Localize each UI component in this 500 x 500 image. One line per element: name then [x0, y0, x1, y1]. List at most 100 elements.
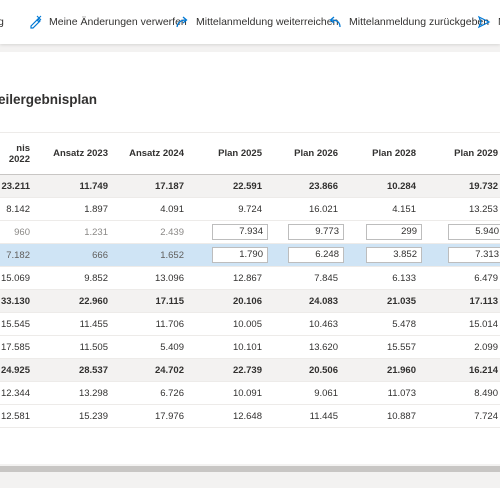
plan-table: nis 2022 Ansatz 2023 Ansatz 2024 Plan 2025 P… — [0, 132, 500, 428]
table-cell: 15.014 — [428, 312, 500, 336]
value-input[interactable]: 1.790 — [212, 247, 268, 263]
table-cell: 12.867 — [196, 266, 274, 290]
column-header[interactable]: Ansatz 2024 — [120, 132, 196, 175]
horizontal-scrollbar[interactable] — [0, 466, 500, 472]
table-cell: 17.187 — [120, 174, 196, 198]
table-cell: 7.934 — [196, 220, 274, 244]
table-cell: 7.182 — [0, 243, 42, 267]
table-cell: 22.739 — [196, 358, 274, 382]
table-cell: 22.591 — [196, 174, 274, 198]
table-cell: 5.940 — [428, 220, 500, 244]
table-cell: 12.344 — [0, 381, 42, 405]
table-cell: 5.478 — [350, 312, 428, 336]
value-input[interactable]: 7.934 — [212, 224, 268, 240]
table-cell: 1.790 — [196, 243, 274, 267]
table-cell: 6.726 — [120, 381, 196, 405]
table-cell: 6.133 — [350, 266, 428, 290]
table-cell: 16.214 — [428, 358, 500, 382]
value-input[interactable]: 5.940 — [448, 224, 500, 240]
discard-changes-button[interactable]: Meine Änderungen verwerfen — [28, 0, 187, 44]
table-cell: 960 — [0, 220, 42, 244]
table-cell: 22.960 — [42, 289, 120, 313]
table-cell: 10.091 — [196, 381, 274, 405]
submit-allocation-label: Mittelanmeldung weiterreichen — [196, 16, 339, 28]
table-row: 7.182 666 1.652 1.790 6.248 3.852 7.313 — [0, 243, 500, 267]
table-cell: 13.620 — [274, 335, 350, 359]
table-row: 15.545 11.455 11.706 10.005 10.463 5.478 15.01… — [0, 312, 500, 336]
table-cell: 7.845 — [274, 266, 350, 290]
table-cell: 4.091 — [120, 197, 196, 221]
table-cell: 6.248 — [274, 243, 350, 267]
save-button[interactable]: g — [0, 0, 4, 44]
table-cell: 10.005 — [196, 312, 274, 336]
table-cell: 10.463 — [274, 312, 350, 336]
column-header[interactable]: Ansatz 2023 — [42, 132, 120, 175]
submit-icon — [176, 16, 188, 28]
table-cell: 17.113 — [428, 289, 500, 313]
table-cell: 10.887 — [350, 404, 428, 428]
table-row: 8.142 1.897 4.091 9.724 16.021 4.151 13.253 — [0, 197, 500, 221]
table-cell: 9.773 — [274, 220, 350, 244]
table-cell: 21.960 — [350, 358, 428, 382]
column-header[interactable]: Plan 2026 — [274, 132, 350, 175]
discard-changes-label: Meine Änderungen verwerfen — [49, 16, 187, 28]
table-cell: 19.732 — [428, 174, 500, 198]
table-cell: 17.585 — [0, 335, 42, 359]
table-cell: 1.897 — [42, 197, 120, 221]
bottom-panel — [0, 488, 500, 500]
table-cell: 20.506 — [274, 358, 350, 382]
column-header[interactable]: Plan 2028 — [350, 132, 428, 175]
table-cell: 666 — [42, 243, 120, 267]
table-cell: 2.099 — [428, 335, 500, 359]
table-row: 33.130 22.960 17.115 20.106 24.083 21.035 17.1… — [0, 289, 500, 313]
discard-icon — [30, 15, 42, 29]
table-body: 23.211 11.749 17.187 22.591 23.866 10.284 19.7… — [0, 174, 500, 428]
table-cell: 10.284 — [350, 174, 428, 198]
table-cell: 24.925 — [0, 358, 42, 382]
table-row: 960 1.231 2.439 7.934 9.773 299 5.940 — [0, 220, 500, 244]
table-cell: 10.101 — [196, 335, 274, 359]
column-header[interactable]: nis 2022 — [0, 132, 42, 175]
table-row: 15.069 9.852 13.096 12.867 7.845 6.133 6.479 — [0, 266, 500, 290]
table-cell: 9.852 — [42, 266, 120, 290]
table-cell: 15.069 — [0, 266, 42, 290]
command-bar: g Meine Änderungen verwerfen Mittelanmel… — [0, 0, 500, 44]
table-cell: 15.239 — [42, 404, 120, 428]
table-cell: 6.479 — [428, 266, 500, 290]
table-cell: 7.724 — [428, 404, 500, 428]
table-cell: 299 — [350, 220, 428, 244]
value-input[interactable]: 299 — [366, 224, 422, 240]
table-cell: 23.211 — [0, 174, 42, 198]
table-cell: 13.096 — [120, 266, 196, 290]
return-icon — [329, 16, 341, 28]
value-input[interactable]: 9.773 — [288, 224, 344, 240]
table-cell: 11.073 — [350, 381, 428, 405]
table-cell: 2.439 — [120, 220, 196, 244]
table-cell: 15.545 — [0, 312, 42, 336]
table-row: 24.925 28.537 24.702 22.739 20.506 21.960 16.2… — [0, 358, 500, 382]
table-cell: 11.706 — [120, 312, 196, 336]
table-cell: 11.455 — [42, 312, 120, 336]
table-row: 12.581 15.239 17.976 12.648 11.445 10.887 7.72… — [0, 404, 500, 428]
return-allocation-button[interactable]: Mittelanmeldung zurückgeben — [328, 0, 489, 44]
table-cell: 11.749 — [42, 174, 120, 198]
table-cell: 11.445 — [274, 404, 350, 428]
table-cell: 8.142 — [0, 197, 42, 221]
column-header[interactable]: Plan 2029 — [428, 132, 500, 175]
table-cell: 5.409 — [120, 335, 196, 359]
table-cell: 15.557 — [350, 335, 428, 359]
table-header-row: nis 2022 Ansatz 2023 Ansatz 2024 Plan 2025 P… — [0, 132, 500, 175]
submit-allocation-button[interactable]: Mittelanmeldung weiterreichen — [175, 0, 338, 44]
table-cell: 11.505 — [42, 335, 120, 359]
table-cell: 16.021 — [274, 197, 350, 221]
value-input[interactable]: 7.313 — [448, 247, 500, 263]
send-button-label: M — [498, 16, 500, 28]
table-cell: 12.581 — [0, 404, 42, 428]
table-cell: 12.648 — [196, 404, 274, 428]
value-input[interactable]: 6.248 — [288, 247, 344, 263]
send-button[interactable]: M — [477, 0, 500, 44]
value-input[interactable]: 3.852 — [366, 247, 422, 263]
plan-table-wrapper: nis 2022 Ansatz 2023 Ansatz 2024 Plan 2025 P… — [0, 132, 500, 428]
table-cell: 24.083 — [274, 289, 350, 313]
column-header[interactable]: Plan 2025 — [196, 132, 274, 175]
